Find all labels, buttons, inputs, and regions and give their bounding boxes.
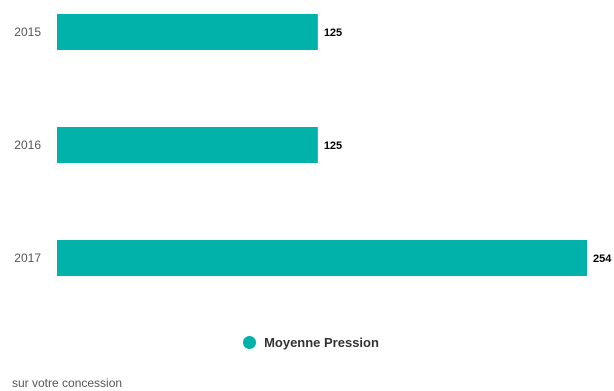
bar-2016[interactable]	[57, 127, 318, 163]
bar-2015[interactable]	[57, 14, 318, 50]
bar-2017[interactable]	[57, 240, 587, 276]
legend-swatch	[243, 335, 257, 349]
data-label-2015: 125	[324, 27, 342, 39]
legend-item-moyenne-pression[interactable]: Moyenne Pression	[235, 335, 379, 350]
legend: Moyenne Pression	[0, 332, 614, 352]
bar-chart: 2015 125 2016 125 2017 254	[14, 14, 612, 276]
category-label-2017: 2017	[14, 251, 41, 265]
data-label-2017: 254	[593, 253, 612, 265]
category-label-2015: 2015	[14, 25, 41, 39]
category-label-2016: 2016	[14, 138, 41, 152]
footer-note: sur votre concession	[12, 376, 123, 390]
legend-label: Moyenne Pression	[264, 334, 379, 350]
data-label-2016: 125	[324, 140, 342, 152]
